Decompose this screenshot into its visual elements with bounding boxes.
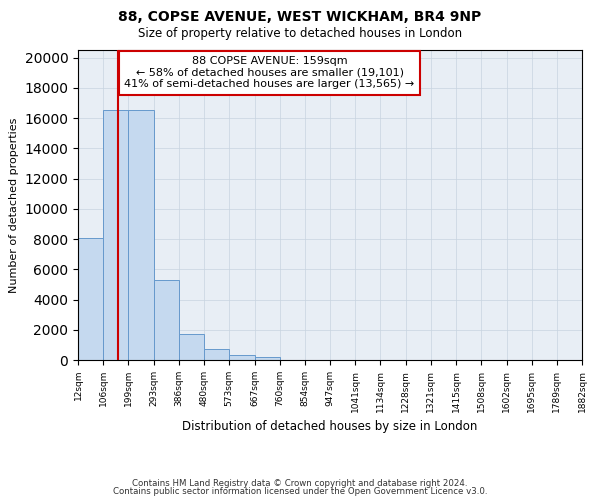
Y-axis label: Number of detached properties: Number of detached properties [9, 118, 19, 292]
Bar [128, 110, 154, 360]
Text: Contains HM Land Registry data © Crown copyright and database right 2024.: Contains HM Land Registry data © Crown c… [132, 478, 468, 488]
Bar [229, 356, 254, 360]
Text: Contains public sector information licensed under the Open Government Licence v3: Contains public sector information licen… [113, 488, 487, 496]
Text: 88 COPSE AVENUE: 159sqm
← 58% of detached houses are smaller (19,101)
41% of sem: 88 COPSE AVENUE: 159sqm ← 58% of detache… [124, 56, 415, 90]
Text: Size of property relative to detached houses in London: Size of property relative to detached ho… [138, 28, 462, 40]
Bar [154, 280, 179, 360]
Bar [179, 334, 204, 360]
Bar [254, 357, 280, 360]
Text: 88, COPSE AVENUE, WEST WICKHAM, BR4 9NP: 88, COPSE AVENUE, WEST WICKHAM, BR4 9NP [118, 10, 482, 24]
X-axis label: Distribution of detached houses by size in London: Distribution of detached houses by size … [182, 420, 478, 433]
Bar [204, 350, 229, 360]
Bar [78, 238, 103, 360]
Bar [103, 110, 128, 360]
